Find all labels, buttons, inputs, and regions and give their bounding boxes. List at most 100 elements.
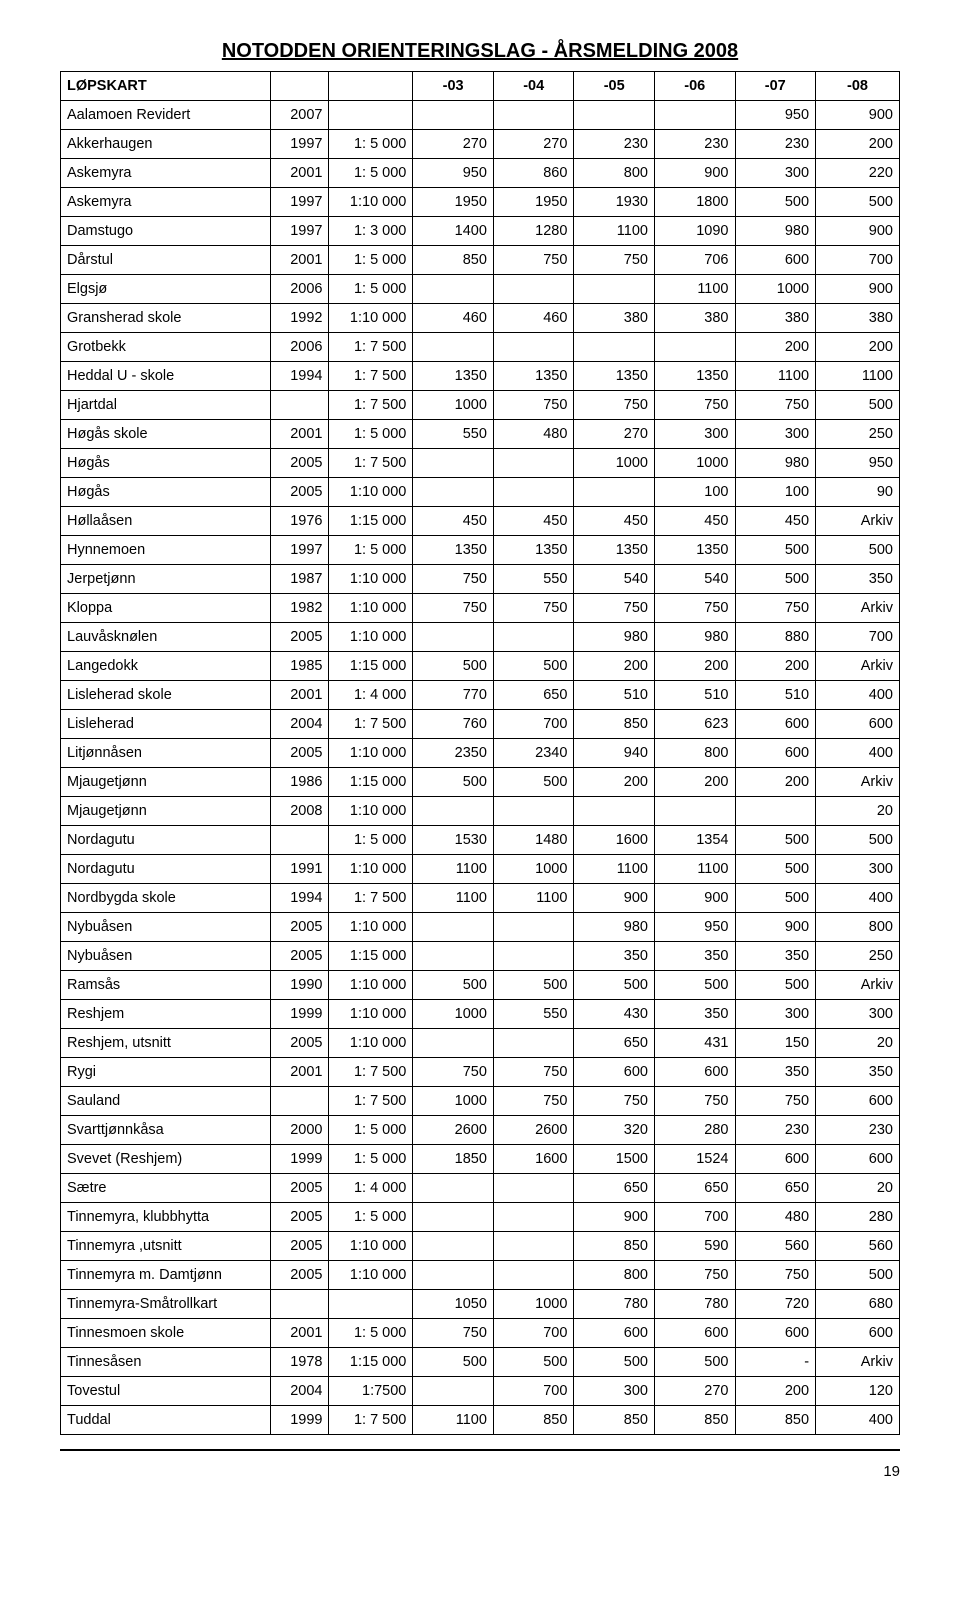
table-cell: 1354 xyxy=(654,826,735,855)
table-cell: Tinnesmoen skole xyxy=(61,1319,271,1348)
table-cell: 2007 xyxy=(270,101,329,130)
table-row: Damstugo19971: 3 00014001280110010909809… xyxy=(61,217,900,246)
table-cell: 1: 7 500 xyxy=(329,1058,413,1087)
table-cell: 1000 xyxy=(413,1000,494,1029)
table-cell: 800 xyxy=(574,159,655,188)
table-cell xyxy=(654,333,735,362)
table-row: Jerpetjønn19871:10 000750550540540500350 xyxy=(61,565,900,594)
table-cell xyxy=(413,333,494,362)
table-cell: 1:10 000 xyxy=(329,478,413,507)
table-cell: 1: 5 000 xyxy=(329,536,413,565)
table-cell: 1: 5 000 xyxy=(329,826,413,855)
table-row: Tinnesåsen19781:15 000500500500500-Arkiv xyxy=(61,1348,900,1377)
table-cell xyxy=(413,101,494,130)
table-cell: 350 xyxy=(816,565,900,594)
table-cell: 1999 xyxy=(270,1000,329,1029)
table-cell: 980 xyxy=(735,449,816,478)
table-row: Askemyra19971:10 00019501950193018005005… xyxy=(61,188,900,217)
table-cell: 750 xyxy=(654,1261,735,1290)
table-cell xyxy=(413,942,494,971)
table-cell: 980 xyxy=(654,623,735,652)
table-cell: 900 xyxy=(654,884,735,913)
table-row: Litjønnåsen20051:10 00023502340940800600… xyxy=(61,739,900,768)
table-cell: 1800 xyxy=(654,188,735,217)
table-cell: 1350 xyxy=(574,362,655,391)
table-cell: 250 xyxy=(816,420,900,449)
table-cell: 1992 xyxy=(270,304,329,333)
table-cell: Nordagutu xyxy=(61,826,271,855)
table-cell: 560 xyxy=(816,1232,900,1261)
table-cell: 600 xyxy=(735,710,816,739)
table-cell: 1100 xyxy=(413,1406,494,1435)
table-cell: Langedokk xyxy=(61,652,271,681)
table-cell: 450 xyxy=(735,507,816,536)
table-cell: 1350 xyxy=(413,536,494,565)
table-cell xyxy=(270,391,329,420)
table-cell: 980 xyxy=(574,623,655,652)
table-row: Høllaåsen19761:15 000450450450450450Arki… xyxy=(61,507,900,536)
table-cell: 500 xyxy=(493,971,574,1000)
table-cell xyxy=(574,101,655,130)
table-cell: 300 xyxy=(735,420,816,449)
table-cell: Høgås xyxy=(61,449,271,478)
table-cell: 2005 xyxy=(270,623,329,652)
table-cell: Arkiv xyxy=(816,971,900,1000)
table-cell: Akkerhaugen xyxy=(61,130,271,159)
table-cell: 680 xyxy=(816,1290,900,1319)
table-cell: Askemyra xyxy=(61,159,271,188)
table-cell: Svevet (Reshjem) xyxy=(61,1145,271,1174)
table-row: Elgsjø20061: 5 00011001000900 xyxy=(61,275,900,304)
table-cell: 1:15 000 xyxy=(329,1348,413,1377)
table-cell: Rygi xyxy=(61,1058,271,1087)
table-cell: 280 xyxy=(654,1116,735,1145)
table-cell: 320 xyxy=(574,1116,655,1145)
table-cell: 350 xyxy=(654,942,735,971)
table-row: Nybuåsen20051:10 000980950900800 xyxy=(61,913,900,942)
table-cell: 380 xyxy=(735,304,816,333)
table-cell: 540 xyxy=(654,565,735,594)
table-cell: 1976 xyxy=(270,507,329,536)
col-header: -08 xyxy=(816,72,900,101)
table-cell: 480 xyxy=(493,420,574,449)
table-cell: 1: 7 500 xyxy=(329,449,413,478)
table-cell: 270 xyxy=(654,1377,735,1406)
table-row: Lauvåsknølen20051:10 000980980880700 xyxy=(61,623,900,652)
table-row: Tinnemyra, klubbhytta20051: 5 0009007004… xyxy=(61,1203,900,1232)
table-cell: 2005 xyxy=(270,1261,329,1290)
table-cell: 700 xyxy=(654,1203,735,1232)
table-cell: 200 xyxy=(735,1377,816,1406)
table-cell: 2005 xyxy=(270,478,329,507)
table-cell: 800 xyxy=(816,913,900,942)
table-cell: 1997 xyxy=(270,188,329,217)
page-title: NOTODDEN ORIENTERINGSLAG - ÅRSMELDING 20… xyxy=(60,40,900,63)
table-cell: 550 xyxy=(413,420,494,449)
table-cell: 1991 xyxy=(270,855,329,884)
table-cell: 1997 xyxy=(270,217,329,246)
table-cell: 750 xyxy=(493,246,574,275)
table-cell: Svarttjønnkåsa xyxy=(61,1116,271,1145)
table-cell: 1: 5 000 xyxy=(329,420,413,449)
table-cell: 1: 5 000 xyxy=(329,1145,413,1174)
table-cell xyxy=(270,826,329,855)
table-cell: 1: 5 000 xyxy=(329,1116,413,1145)
table-cell: 1350 xyxy=(493,362,574,391)
table-cell: 500 xyxy=(574,1348,655,1377)
table-cell: 560 xyxy=(735,1232,816,1261)
table-cell xyxy=(493,1029,574,1058)
table-cell: 500 xyxy=(816,826,900,855)
table-cell: 450 xyxy=(413,507,494,536)
table-cell xyxy=(574,275,655,304)
table-cell: 100 xyxy=(654,478,735,507)
table-cell: 600 xyxy=(816,710,900,739)
table-cell: 431 xyxy=(654,1029,735,1058)
table-cell: 950 xyxy=(654,913,735,942)
table-cell: 750 xyxy=(654,594,735,623)
table-cell: 1100 xyxy=(816,362,900,391)
table-cell: 510 xyxy=(654,681,735,710)
table-cell: 1000 xyxy=(654,449,735,478)
table-cell: 1350 xyxy=(654,362,735,391)
table-cell: 900 xyxy=(816,101,900,130)
table-cell: 2000 xyxy=(270,1116,329,1145)
table-row: Dårstul20011: 5 000850750750706600700 xyxy=(61,246,900,275)
table-cell: 590 xyxy=(654,1232,735,1261)
